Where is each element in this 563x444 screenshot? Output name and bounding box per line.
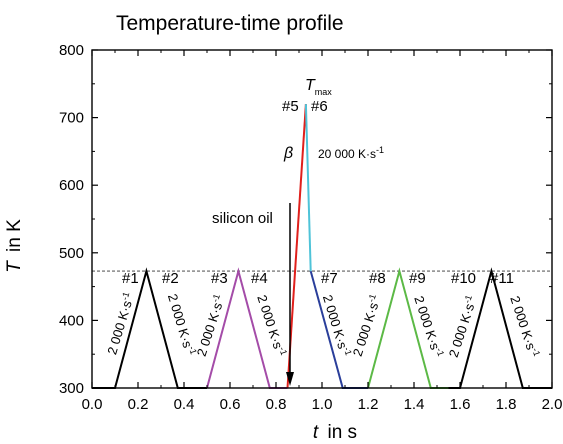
x-tick-label: 1.0 <box>312 396 333 413</box>
series-line-4 <box>304 104 312 272</box>
y-tick-label: 600 <box>59 177 84 194</box>
tmax-label: Tmax <box>305 77 332 97</box>
x-axis-label: t in s <box>313 422 357 443</box>
x-tick-label: 1.4 <box>404 396 425 413</box>
rate-label-2: 2 000 K·s-1 <box>165 292 199 358</box>
x-tick-label: 0.0 <box>82 396 103 413</box>
segment-label-2: #2 <box>162 270 179 287</box>
x-tick-label: 0.2 <box>128 396 149 413</box>
rate-label-7: 2 000 K·s-1 <box>411 294 446 359</box>
x-tick-label: 0.6 <box>220 396 241 413</box>
y-tick-label: 300 <box>59 380 84 397</box>
y-tick-label: 500 <box>59 245 84 262</box>
segment-label-10: #10 <box>451 270 476 287</box>
rate-label-3: 2 000 K·s-1 <box>193 293 228 358</box>
segment-label-11: #11 <box>490 270 514 287</box>
y-tick-label: 700 <box>59 110 84 127</box>
chart-title: Temperature-time profile <box>116 12 344 35</box>
y-tick-label: 400 <box>59 312 84 329</box>
beta-label: β <box>283 145 293 162</box>
x-tick-label: 2.0 <box>542 396 563 413</box>
segment-label-5: #5 <box>282 98 299 115</box>
silicon-oil-label: silicon oil <box>212 210 273 227</box>
x-tick-label: 0.8 <box>266 396 287 413</box>
rate-label-8: 2 000 K·s-1 <box>445 294 480 359</box>
segment-label-9: #9 <box>409 270 426 287</box>
segment-label-3: #3 <box>211 270 228 287</box>
fast-rate-label: 20 000 K·s-1 <box>318 145 384 161</box>
x-tick-label: 1.8 <box>496 396 517 413</box>
y-tick-label: 800 <box>59 42 84 59</box>
segment-label-4: #4 <box>251 270 268 287</box>
segment-label-6: #6 <box>311 98 328 115</box>
segment-label-7: #7 <box>321 270 338 287</box>
x-tick-label: 1.2 <box>358 396 379 413</box>
silicon-oil-arrow-head <box>286 372 294 386</box>
segment-label-1: #1 <box>122 270 139 287</box>
x-tick-label: 0.4 <box>174 396 195 413</box>
y-axis-label: T in K <box>4 219 25 273</box>
segment-label-8: #8 <box>369 270 386 287</box>
x-tick-label: 1.6 <box>450 396 471 413</box>
